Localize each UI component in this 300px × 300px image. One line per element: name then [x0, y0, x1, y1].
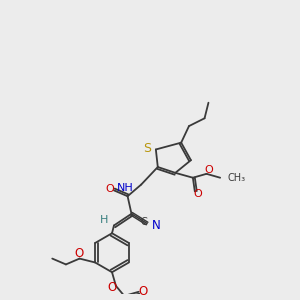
Text: O: O — [74, 247, 83, 260]
Text: O: O — [106, 184, 114, 194]
Text: NH: NH — [117, 183, 134, 194]
Text: S: S — [143, 142, 151, 155]
Text: N: N — [152, 219, 161, 232]
Text: O: O — [139, 285, 148, 298]
Text: CH₃: CH₃ — [228, 173, 246, 183]
Text: O: O — [107, 281, 117, 294]
Text: O: O — [194, 189, 202, 199]
Text: O: O — [204, 165, 213, 175]
Text: H: H — [100, 214, 108, 225]
Text: C: C — [141, 217, 148, 226]
